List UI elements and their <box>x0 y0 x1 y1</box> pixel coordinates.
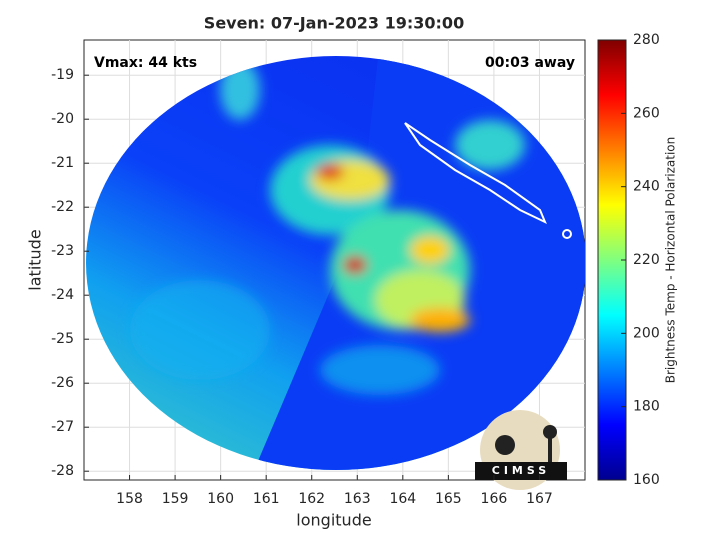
swath-image <box>86 56 585 470</box>
x-tick-label: 161 <box>253 491 280 507</box>
colorbar-tick-label: 240 <box>633 179 660 195</box>
colorbar-label: Brightness Temp - Horizontal Polarizatio… <box>664 137 678 384</box>
x-tick-label: 160 <box>207 491 234 507</box>
colorbar-tick-label: 260 <box>633 105 660 121</box>
colorbar-tick-label: 160 <box>633 472 660 488</box>
colorbar-tick-label: 200 <box>633 325 660 341</box>
x-tick-label: 159 <box>162 491 189 507</box>
y-tick-label: -26 <box>51 375 74 391</box>
x-tick-label: 167 <box>526 491 553 507</box>
x-tick-label: 162 <box>298 491 325 507</box>
annotation: 00:03 away <box>485 55 575 71</box>
annotation: Vmax: 44 kts <box>94 55 197 71</box>
y-tick-label: -24 <box>51 287 74 303</box>
y-tick-label: -23 <box>51 243 74 259</box>
x-tick-label: 166 <box>481 491 508 507</box>
x-axis-label: longitude <box>296 511 371 530</box>
y-tick-label: -21 <box>51 155 74 171</box>
x-tick-label: 164 <box>389 491 416 507</box>
y-tick-label: -27 <box>51 419 74 435</box>
y-axis-label: latitude <box>26 229 45 290</box>
logo: CIMSS <box>475 410 567 490</box>
y-tick-label: -25 <box>51 331 74 347</box>
colorbar-tick-label: 220 <box>633 252 660 268</box>
logo-text: CIMSS <box>492 464 550 477</box>
y-tick-label: -19 <box>51 67 74 83</box>
colorbar-tick-label: 280 <box>633 32 660 48</box>
colorbar-tick-label: 180 <box>633 399 660 415</box>
x-tick-label: 163 <box>344 491 371 507</box>
x-tick-label: 165 <box>435 491 462 507</box>
y-tick-label: -22 <box>51 199 74 215</box>
y-tick-label: -28 <box>51 463 74 479</box>
chart-title: Seven: 07-Jan-2023 19:30:00 <box>204 14 464 33</box>
x-tick-label: 158 <box>116 491 143 507</box>
y-tick-label: -20 <box>51 111 74 127</box>
